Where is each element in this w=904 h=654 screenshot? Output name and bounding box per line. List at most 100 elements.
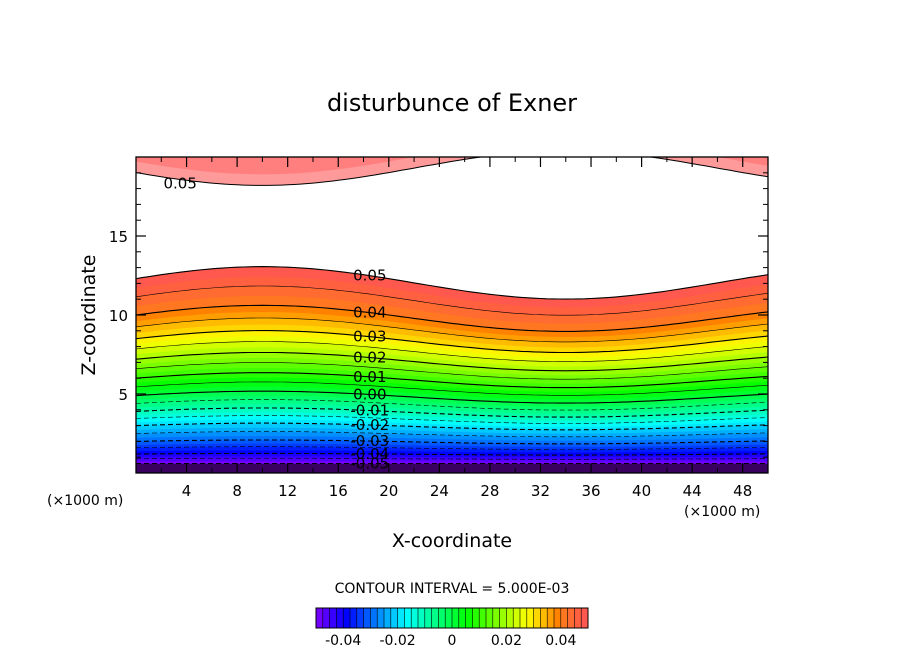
- colorbar-tick-label: -0.02: [379, 633, 415, 649]
- colorbar-cell: [431, 608, 439, 628]
- contour-lines: [136, 157, 768, 465]
- colorbar-cell: [499, 608, 507, 628]
- contour-label: 0.02: [353, 349, 386, 367]
- svg-text:0.05: 0.05: [163, 175, 196, 193]
- colorbar-tick-label: 0.02: [491, 633, 522, 649]
- svg-text:-0.02: -0.02: [350, 416, 389, 434]
- x-tick-labels: 4 8 12 16 20 24 28 32 36 40 44 48: [182, 482, 752, 500]
- contour-line: [136, 304, 768, 332]
- colorbar-cell: [492, 608, 500, 628]
- y-tick-label: 5: [118, 386, 128, 404]
- svg-text:0.01: 0.01: [353, 368, 386, 386]
- colorbar-tick-label: 0.04: [545, 633, 576, 649]
- colorbar-cell: [581, 608, 589, 628]
- axis-ticks: [136, 157, 768, 473]
- colorbar-cell: [513, 608, 521, 628]
- contour-line: [136, 330, 768, 354]
- colorbar-cell: [390, 608, 398, 628]
- contour-label: 0.03: [353, 328, 386, 346]
- colorbar-cell: [343, 608, 351, 628]
- contour-labels: 0.050.050.040.030.020.010.00-0.01-0.02-0…: [163, 175, 389, 473]
- fill-band: [136, 463, 768, 473]
- plot-area: 0.050.050.040.030.020.010.00-0.01-0.02-0…: [135, 156, 769, 474]
- contour-line: [136, 317, 768, 343]
- x-tick-label: 32: [531, 482, 550, 500]
- colorbar-cell: [520, 608, 528, 628]
- colorbar-cell: [458, 608, 466, 628]
- x-tick-label: 48: [733, 482, 752, 500]
- contour-interval-note: CONTOUR INTERVAL = 5.000E-03: [335, 581, 570, 597]
- svg-text:0.03: 0.03: [353, 328, 386, 346]
- colorbar-cell: [445, 608, 453, 628]
- colorbar-cell: [384, 608, 392, 628]
- colorbar-cell: [574, 608, 582, 628]
- contour-line: [136, 439, 768, 445]
- contour-label: -0.02: [350, 416, 389, 434]
- contour-line: [136, 381, 768, 396]
- colorbar-frame: [315, 607, 589, 629]
- contour-label: -0.01: [350, 402, 389, 420]
- colorbar-cell: [404, 608, 412, 628]
- colorbar-cell: [336, 608, 344, 628]
- colorbar-cell: [424, 608, 432, 628]
- contour-label: 0.05: [163, 175, 196, 193]
- svg-text:-0.05: -0.05: [350, 455, 389, 473]
- colorbar-cell: [397, 608, 405, 628]
- colorbar-cell: [370, 608, 378, 628]
- x-tick-label: 24: [430, 482, 449, 500]
- y-tick-labels: 5 10 15: [109, 228, 128, 404]
- svg-text:0.00: 0.00: [353, 386, 386, 404]
- x-tick-label: 40: [632, 482, 651, 500]
- x-tick-label: 16: [329, 482, 348, 500]
- colorbar-tick-label: -0.04: [325, 633, 361, 649]
- colorbar-cell: [363, 608, 371, 628]
- y-tick-label: 15: [109, 228, 128, 246]
- x-tick-label: 4: [182, 482, 192, 500]
- contour-line: [136, 458, 768, 460]
- x-tick-label: 12: [278, 482, 297, 500]
- colorbar-cell: [472, 608, 480, 628]
- contour-line: [136, 285, 768, 316]
- contour-line: [136, 341, 768, 362]
- contour-line: [136, 452, 768, 456]
- chart-title: disturbunce of Exner: [327, 89, 577, 117]
- x-tick-label: 44: [683, 482, 702, 500]
- y-tick-label: 10: [109, 307, 128, 325]
- colorbar-cell: [329, 608, 337, 628]
- colorbar-cell: [350, 608, 358, 628]
- contour-line: [136, 362, 768, 380]
- x-tick-label: 36: [581, 482, 600, 500]
- contour-line: [136, 415, 768, 424]
- colorbar-tick-labels: -0.04 -0.02 0 0.02 0.04: [325, 633, 576, 649]
- contour-label: 0.01: [353, 368, 386, 386]
- contour-label: -0.03: [350, 432, 389, 450]
- contour-label: 0.00: [353, 386, 386, 404]
- contour-line: [136, 372, 768, 389]
- contour-line: [136, 422, 768, 431]
- svg-text:-0.04: -0.04: [350, 445, 389, 463]
- colorbar-cell: [554, 608, 562, 628]
- colorbar-cell: [438, 608, 446, 628]
- colorbar-cell: [465, 608, 473, 628]
- contour-line: [136, 390, 768, 404]
- colorbar-cell: [377, 608, 385, 628]
- contour-line: [136, 351, 768, 372]
- colorbar-cell: [322, 608, 330, 628]
- colorbar-cell: [411, 608, 419, 628]
- contour-line: [136, 157, 768, 186]
- contour-line: [136, 399, 768, 411]
- colorbar-cell: [540, 608, 548, 628]
- x-tick-label: 8: [232, 482, 242, 500]
- contour-label: -0.05: [350, 455, 389, 473]
- colorbar-cell: [316, 608, 324, 628]
- colorbar-cell: [506, 608, 514, 628]
- y-axis-label: Z-coordinate: [78, 255, 100, 376]
- svg-text:0.04: 0.04: [353, 304, 386, 322]
- colorbar-cell: [560, 608, 568, 628]
- colorbar: -0.04 -0.02 0 0.02 0.04: [315, 607, 589, 649]
- contour-line: [136, 446, 768, 450]
- svg-text:0.05: 0.05: [353, 267, 386, 285]
- colorbar-cell: [356, 608, 364, 628]
- x-unit-left: (×1000 m): [47, 493, 123, 509]
